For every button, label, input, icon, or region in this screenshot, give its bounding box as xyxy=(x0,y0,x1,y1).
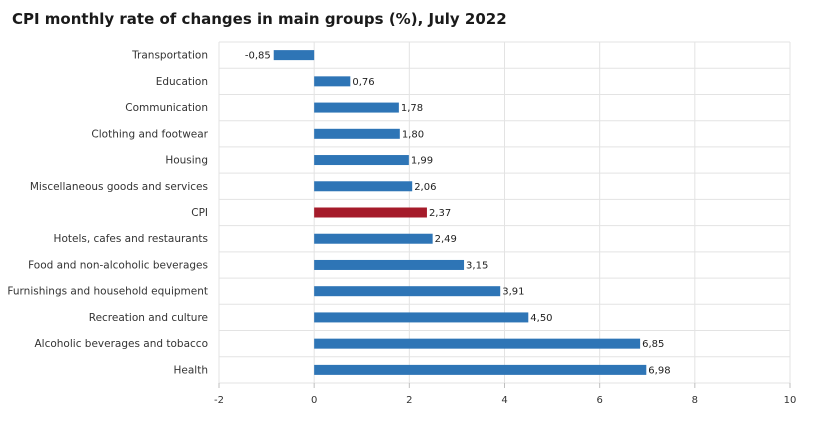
value-label: 2,37 xyxy=(429,208,451,219)
category-label: Communication xyxy=(125,102,208,114)
value-label: 2,49 xyxy=(435,234,457,245)
value-label: 0,76 xyxy=(352,77,374,88)
value-label: 6,85 xyxy=(642,339,664,350)
x-tick-label: 4 xyxy=(501,395,507,406)
category-label: Transportation xyxy=(131,50,208,62)
bar-education xyxy=(314,76,351,87)
bars xyxy=(273,50,647,375)
x-axis-tick-labels: -2 0 2 4 6 8 10 xyxy=(214,395,796,406)
bar-miscellaneous-goods-and-services xyxy=(314,181,413,192)
category-label: Clothing and footwear xyxy=(91,128,208,140)
bar-clothing-and-footwear xyxy=(314,128,400,139)
category-label: Miscellaneous goods and services xyxy=(30,181,208,193)
category-label: CPI xyxy=(191,207,208,219)
value-label: 3,15 xyxy=(466,260,488,271)
bar-communication xyxy=(314,102,399,113)
category-label: Furnishings and household equipment xyxy=(7,286,208,298)
category-label: Alcoholic beverages and tobacco xyxy=(34,338,208,350)
bar-food-and-non-alcoholic-beverages xyxy=(314,259,465,270)
bar-cpi xyxy=(314,207,427,218)
value-label: 1,78 xyxy=(401,103,423,114)
value-label: 1,80 xyxy=(402,129,424,140)
value-label: 2,06 xyxy=(414,182,436,193)
value-label: 4,50 xyxy=(530,313,552,324)
bar-health xyxy=(314,364,647,375)
category-label: Food and non-alcoholic beverages xyxy=(28,259,208,271)
value-label: 1,99 xyxy=(411,156,433,167)
value-label: -0,85 xyxy=(245,51,271,62)
category-label: Housing xyxy=(165,155,208,167)
category-label: Education xyxy=(156,76,208,88)
grid-lines xyxy=(218,41,791,388)
x-tick-label: 8 xyxy=(692,395,698,406)
bar-recreation-and-culture xyxy=(314,312,529,323)
bar-housing xyxy=(314,155,409,166)
value-label: 3,91 xyxy=(502,287,524,298)
chart-title: CPI monthly rate of changes in main grou… xyxy=(12,10,507,28)
x-tick-label: 0 xyxy=(311,395,317,406)
x-tick-label: 2 xyxy=(406,395,412,406)
x-tick-label: 10 xyxy=(784,395,797,406)
category-labels: Transportation Education Communication Clot… xyxy=(7,50,208,377)
value-labels: -0,85 0,76 1,78 1,80 1,99 2,06 2,37 2,49 3,15 3,9… xyxy=(245,51,671,377)
category-label: Hotels, cafes and restaurants xyxy=(54,233,208,245)
x-tick-label: -2 xyxy=(214,395,224,406)
bar-alcoholic-beverages-and-tobacco xyxy=(314,338,641,349)
x-tick-label: 6 xyxy=(596,395,602,406)
bar-furnishings-and-household-equipment xyxy=(314,286,501,297)
value-label: 6,98 xyxy=(648,365,670,376)
bar-hotels-cafes-and-restaurants xyxy=(314,233,433,244)
category-label: Recreation and culture xyxy=(89,312,208,324)
bar-transportation xyxy=(273,50,315,61)
category-label: Health xyxy=(174,364,208,376)
